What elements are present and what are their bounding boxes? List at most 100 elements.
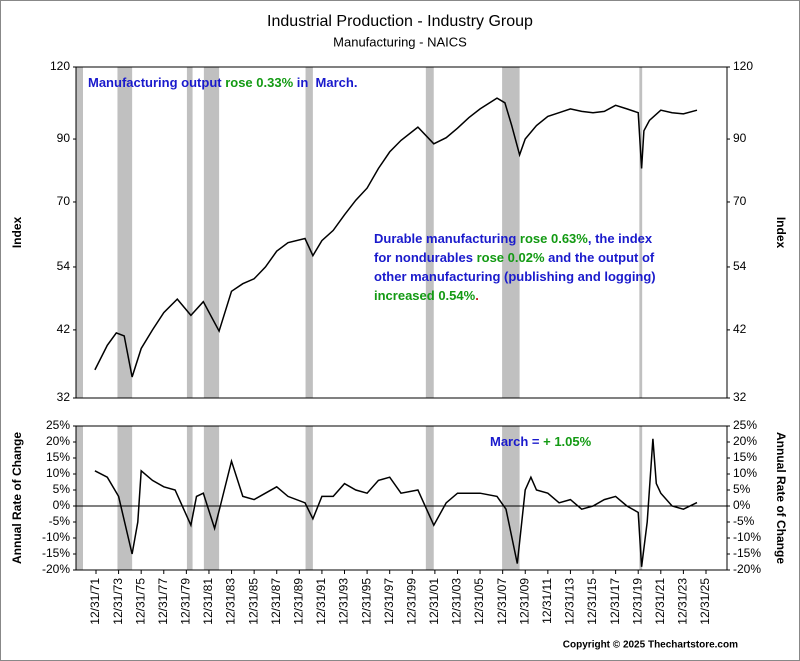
y-tick-label: 42 xyxy=(57,322,71,336)
y-tick-label: 25% xyxy=(46,418,70,432)
y-tick-label-right: 70 xyxy=(733,194,747,208)
copyright: Copyright © 2025 Thechartstore.com xyxy=(563,640,738,651)
x-tick-label: 12/31/75 xyxy=(133,578,147,625)
x-tick-label: 12/31/19 xyxy=(630,578,644,625)
chart-title: Industrial Production - Industry Group xyxy=(267,13,533,30)
recession-band xyxy=(639,67,643,398)
recession-band xyxy=(425,426,434,570)
plot-area xyxy=(76,426,727,570)
y-tick-label-right: 90 xyxy=(733,131,747,145)
y-tick-label-right: 15% xyxy=(733,450,757,464)
y-tick-label: 5% xyxy=(53,482,71,496)
y-tick-label-right: 5% xyxy=(733,482,751,496)
y-tick-label-right: 0% xyxy=(733,498,751,512)
y-tick-label: 0% xyxy=(53,498,71,512)
y-tick-label-right: 42 xyxy=(733,322,747,336)
y-tick-label-right: 120 xyxy=(733,59,753,73)
annotation-segment: Manufacturing output xyxy=(88,75,222,90)
y-tick-label-right: 54 xyxy=(733,259,747,273)
y-tick-label: 120 xyxy=(50,59,70,73)
x-tick-label: 12/31/15 xyxy=(585,578,599,625)
x-tick-label: 12/31/93 xyxy=(337,578,351,625)
recession-band xyxy=(305,67,313,398)
y-axis-label-right: Annual Rate of Change xyxy=(774,432,788,564)
annotation: other manufacturing (publishing and logg… xyxy=(374,269,656,284)
x-tick-label: 12/31/77 xyxy=(156,578,170,625)
annotation: Durable manufacturing rose 0.63%, the in… xyxy=(374,231,653,246)
annotation-segment: . xyxy=(475,288,479,303)
y-tick-label: 15% xyxy=(46,450,70,464)
recession-band xyxy=(186,426,193,570)
recession-band xyxy=(425,67,434,398)
x-tick-label: 12/31/03 xyxy=(450,578,464,625)
recession-band xyxy=(639,426,643,570)
recession-band xyxy=(186,67,193,398)
annotation-segment: , the index xyxy=(588,231,653,246)
x-tick-label: 12/31/05 xyxy=(472,578,486,625)
y-tick-label: -20% xyxy=(42,562,70,576)
x-tick-label: 12/31/87 xyxy=(269,578,283,625)
annotation-segment: other manufacturing (publishing and logg… xyxy=(374,269,656,284)
y-axis-label: Index xyxy=(10,217,24,249)
y-tick-label: 70 xyxy=(57,194,71,208)
y-tick-label: 10% xyxy=(46,466,70,480)
y-axis-label-right: Index xyxy=(774,217,788,249)
x-tick-label: 12/31/85 xyxy=(246,578,260,625)
annotation-segment: and the output of xyxy=(545,250,655,265)
y-tick-label-right: 10% xyxy=(733,466,757,480)
y-axis-label: Annual Rate of Change xyxy=(10,432,24,564)
recession-band xyxy=(502,67,520,398)
y-tick-label: -15% xyxy=(42,546,70,560)
annotation-segment: increased 0.54% xyxy=(374,288,476,303)
annotation-segment: rose 0.02% xyxy=(473,250,545,265)
x-tick-label: 12/31/89 xyxy=(291,578,305,625)
x-tick-label: 12/31/11 xyxy=(540,578,554,624)
annotation-segment: in March. xyxy=(293,75,357,90)
y-tick-label-right: -5% xyxy=(733,514,755,528)
x-tick-label: 12/31/79 xyxy=(179,578,193,625)
y-tick-label-right: 20% xyxy=(733,434,757,448)
y-tick-label: 54 xyxy=(57,259,71,273)
annotation: increased 0.54%. xyxy=(374,288,479,303)
plot-border xyxy=(75,425,728,571)
annotation: Manufacturing output rose 0.33% in March… xyxy=(88,75,357,90)
y-tick-label: 90 xyxy=(57,131,71,145)
x-tick-label: 12/31/97 xyxy=(382,578,396,625)
y-tick-label-right: -15% xyxy=(733,546,761,560)
recession-band xyxy=(117,426,133,570)
plot-border xyxy=(75,66,728,399)
y-tick-label-right: 32 xyxy=(733,390,747,404)
recession-band xyxy=(305,426,313,570)
x-tick-label: 12/31/25 xyxy=(698,578,712,625)
x-tick-label: 12/31/83 xyxy=(224,578,238,625)
annotation-segment: for nondurables xyxy=(374,250,473,265)
x-tick-label: 12/31/09 xyxy=(517,578,531,625)
annotation-segment: March = xyxy=(490,434,543,449)
recession-band xyxy=(203,426,220,570)
x-tick-label: 12/31/01 xyxy=(427,578,441,625)
x-tick-label: 12/31/07 xyxy=(495,578,509,625)
annotation-segment: rose 0.33% xyxy=(222,75,294,90)
x-tick-label: 12/31/99 xyxy=(404,578,418,625)
y-tick-label: -5% xyxy=(49,514,71,528)
x-tick-label: 12/31/23 xyxy=(676,578,690,625)
recession-band xyxy=(76,67,84,398)
annotation-segment: + 1.05% xyxy=(543,434,592,449)
x-tick-label: 12/31/17 xyxy=(608,578,622,625)
annotation-segment: Durable manufacturing xyxy=(374,231,516,246)
x-tick-label: 12/31/91 xyxy=(314,578,328,625)
x-tick-label: 12/31/13 xyxy=(563,578,577,625)
annotation-segment: rose 0.63% xyxy=(516,231,588,246)
x-tick-label: 12/31/73 xyxy=(111,578,125,625)
chart-subtitle: Manufacturing - NAICS xyxy=(333,34,467,49)
x-tick-label: 12/31/81 xyxy=(201,578,215,625)
y-tick-label-right: -20% xyxy=(733,562,761,576)
y-tick-label: 32 xyxy=(57,390,71,404)
x-tick-label: 12/31/21 xyxy=(653,578,667,625)
y-tick-label-right: -10% xyxy=(733,530,761,544)
x-tick-label: 12/31/95 xyxy=(359,578,373,625)
recession-band xyxy=(76,426,84,570)
y-tick-label: -10% xyxy=(42,530,70,544)
recession-band xyxy=(502,426,520,570)
